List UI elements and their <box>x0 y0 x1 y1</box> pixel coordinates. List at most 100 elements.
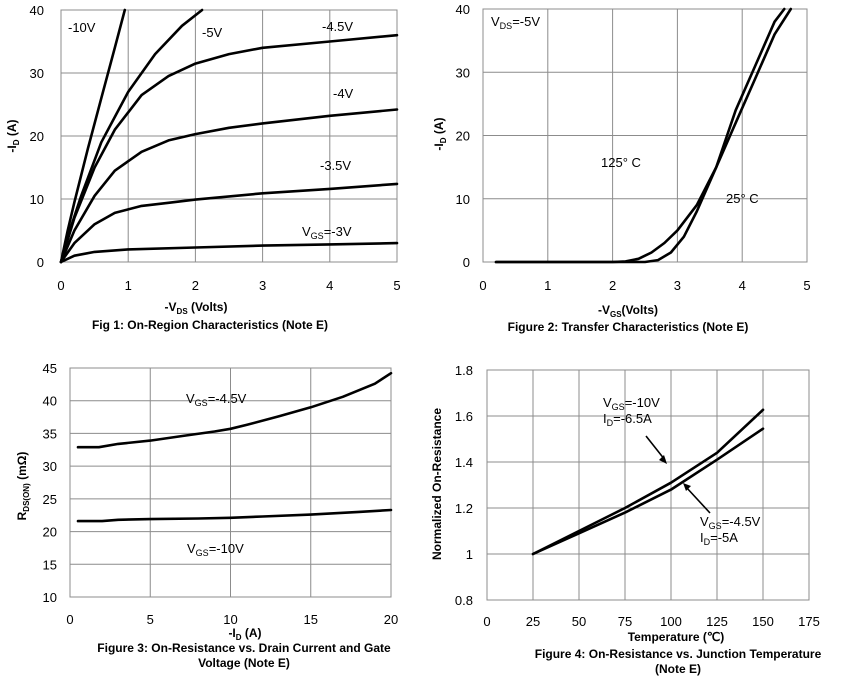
y-tick-label: 25 <box>43 492 57 507</box>
y-tick-label: 40 <box>30 3 44 18</box>
y-tick-label: 1 <box>466 547 473 562</box>
x-tick-label: 20 <box>384 612 398 627</box>
y-tick-label: 30 <box>43 459 57 474</box>
y-tick-label: 0 <box>37 255 44 270</box>
x-tick-label: 3 <box>674 278 681 293</box>
curve-label-vgs-4-5-fig3: VGS=-4.5V <box>186 391 247 408</box>
y-tick-label: 45 <box>43 361 57 376</box>
x-tick-label: 5 <box>147 612 154 627</box>
x-tick-label: 4 <box>326 278 333 293</box>
x-axis-title-fig2: -VGS(Volts) <box>598 303 658 319</box>
curve-label-25c: 25° C <box>726 191 759 206</box>
x-axis-title-fig3: -ID (A) <box>228 626 261 642</box>
caption-fig1: Fig 1: On-Region Characteristics (Note E… <box>92 318 328 332</box>
curve-label-vgs-3: VGS=-3V <box>302 224 352 241</box>
x-tick-label: 50 <box>572 614 586 629</box>
x-tick-label: 0 <box>57 278 64 293</box>
chart-fig2-transfer: 0 10 20 30 40 0 1 2 3 4 5 VDS=-5V 125° C 25° C -VG… <box>432 2 811 334</box>
series-line <box>59 33 399 264</box>
caption-fig2: Figure 2: Transfer Characteristics (Note… <box>508 320 749 334</box>
curve-label-vgs-4-5: -4.5V <box>322 19 353 34</box>
series-line <box>531 408 765 556</box>
y-tick-label: 1.4 <box>455 455 473 470</box>
series-line <box>59 241 399 264</box>
y-axis-title-fig1: -ID (A) <box>5 119 21 152</box>
series-line <box>76 371 393 449</box>
curve-label-vgs-3-5: -3.5V <box>320 158 351 173</box>
y-tick-label: 35 <box>43 426 57 441</box>
series-line <box>59 8 127 264</box>
y-tick-label: 1.8 <box>455 363 473 378</box>
curve-label-vgs-10-fig3: VGS=-10V <box>187 541 244 558</box>
y-tick-label: 15 <box>43 557 57 572</box>
x-tick-label: 100 <box>660 614 682 629</box>
y-tick-label: 10 <box>30 192 44 207</box>
curve-label-id-6-5-fig4: ID=-6.5A <box>603 411 652 428</box>
y-tick-label: 40 <box>43 394 57 409</box>
x-tick-label: 175 <box>798 614 820 629</box>
y-tick-label: 0.8 <box>455 593 473 608</box>
curve-label-vgs-10: -10V <box>68 20 96 35</box>
series-line <box>59 182 399 264</box>
series-line <box>531 427 765 556</box>
x-tick-label: 0 <box>66 612 73 627</box>
x-tick-label: 15 <box>304 612 318 627</box>
x-tick-label: 10 <box>223 612 237 627</box>
curve-label-125c: 125° C <box>601 155 641 170</box>
chart-fig1-on-region: 0 10 20 30 40 0 1 2 3 4 5 -10V -5V -4.5V -4V -3.5V… <box>5 3 401 332</box>
chart-fig4-on-resistance-temperature: 0.8 1 1.2 1.4 1.6 1.8 0 25 50 75 100 125 150 175 VGS=… <box>430 363 822 676</box>
annotation-arrow-4-5v <box>685 486 711 514</box>
series-line <box>76 508 393 523</box>
plot-frame <box>486 369 810 601</box>
x-tick-label: 0 <box>483 614 490 629</box>
curve-label-vgs-4: -4V <box>333 86 354 101</box>
x-tick-label: 125 <box>706 614 728 629</box>
x-tick-label: 0 <box>479 278 486 293</box>
x-axis-title-fig1: -VDS (Volts) <box>165 300 228 316</box>
x-axis-title-fig4: Temperature (℃) <box>628 630 725 644</box>
y-tick-label: 20 <box>43 525 57 540</box>
arrowhead-icon <box>683 483 691 491</box>
y-tick-label: 10 <box>43 590 57 605</box>
caption-fig4-line1: Figure 4: On-Resistance vs. Junction Tem… <box>535 647 822 661</box>
y-tick-label: 20 <box>456 129 470 144</box>
caption-fig3-line2: Voltage (Note E) <box>198 656 290 670</box>
annotation-vds: VDS=-5V <box>491 14 540 31</box>
curve-label-vgs-10-fig4: VGS=-10V <box>603 395 660 412</box>
arrowhead-icon <box>659 455 667 464</box>
x-tick-label: 5 <box>803 278 810 293</box>
curve-label-vgs-5: -5V <box>202 25 223 40</box>
x-tick-label: 5 <box>393 278 400 293</box>
plot-frame <box>69 367 392 598</box>
caption-fig4-line2: (Note E) <box>655 662 701 676</box>
x-tick-label: 1 <box>544 278 551 293</box>
y-axis-title-fig4: Normalized On-Resistance <box>430 408 444 560</box>
series-line <box>494 7 786 264</box>
y-tick-label: 40 <box>456 2 470 17</box>
curve-label-id-5-fig4: ID=-5A <box>700 530 738 547</box>
x-tick-label: 2 <box>609 278 616 293</box>
chart-fig3-on-resistance-current: 10 15 20 25 30 35 40 45 0 5 10 15 20 VGS=-4.5V VGS=-… <box>15 361 398 670</box>
y-tick-label: 1.6 <box>455 409 473 424</box>
x-tick-label: 75 <box>618 614 632 629</box>
x-tick-label: 4 <box>739 278 746 293</box>
x-tick-label: 2 <box>192 278 199 293</box>
y-axis-title-fig2: -ID (A) <box>432 117 448 150</box>
y-axis-title-fig3: RDS(ON) (mΩ) <box>15 452 31 521</box>
x-tick-label: 3 <box>259 278 266 293</box>
x-tick-label: 150 <box>752 614 774 629</box>
y-tick-label: 30 <box>30 66 44 81</box>
annotation-arrow-10v <box>645 435 666 461</box>
y-tick-label: 20 <box>30 129 44 144</box>
y-tick-label: 10 <box>456 192 470 207</box>
series-line <box>59 108 399 264</box>
x-tick-label: 25 <box>526 614 540 629</box>
curve-label-vgs-4-5-fig4: VGS=-4.5V <box>700 514 761 531</box>
plot-frame <box>60 9 398 263</box>
x-tick-label: 1 <box>125 278 132 293</box>
y-tick-label: 1.2 <box>455 501 473 516</box>
y-tick-label: 30 <box>456 65 470 80</box>
caption-fig3-line1: Figure 3: On-Resistance vs. Drain Curren… <box>97 641 391 655</box>
y-tick-label: 0 <box>463 255 470 270</box>
